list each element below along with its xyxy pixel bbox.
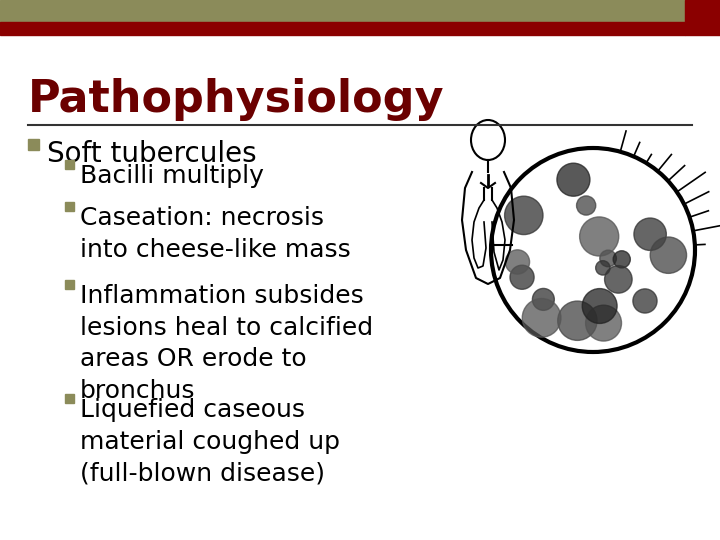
Circle shape <box>505 196 543 234</box>
Circle shape <box>580 217 618 256</box>
Circle shape <box>613 251 630 268</box>
Circle shape <box>595 261 610 275</box>
Circle shape <box>650 237 687 273</box>
Bar <box>685 0 720 35</box>
Text: Inflammation subsides
lesions heal to calcified
areas OR erode to
bronchus: Inflammation subsides lesions heal to ca… <box>80 284 373 403</box>
Circle shape <box>577 196 595 215</box>
Text: Soft tubercules: Soft tubercules <box>47 140 256 168</box>
Bar <box>65 159 74 168</box>
Bar <box>65 201 74 211</box>
Text: Bacilli multiply: Bacilli multiply <box>80 164 264 188</box>
Text: Caseation: necrosis
into cheese-like mass: Caseation: necrosis into cheese-like mas… <box>80 206 351 261</box>
Circle shape <box>600 250 616 267</box>
Circle shape <box>582 288 617 323</box>
Circle shape <box>585 305 621 341</box>
Circle shape <box>558 301 597 340</box>
Circle shape <box>532 288 554 310</box>
Bar <box>65 280 74 288</box>
Bar <box>0 0 685 25</box>
Bar <box>28 138 39 150</box>
Circle shape <box>505 250 530 274</box>
Circle shape <box>605 266 632 293</box>
Circle shape <box>510 265 534 289</box>
Circle shape <box>633 289 657 313</box>
Text: Liquefied caseous
material coughed up
(full-blown disease): Liquefied caseous material coughed up (f… <box>80 398 340 485</box>
Bar <box>65 394 74 402</box>
Text: Pathophysiology: Pathophysiology <box>28 78 444 121</box>
Bar <box>0 22 685 35</box>
Circle shape <box>522 299 561 337</box>
Circle shape <box>634 218 666 251</box>
Circle shape <box>557 163 590 196</box>
